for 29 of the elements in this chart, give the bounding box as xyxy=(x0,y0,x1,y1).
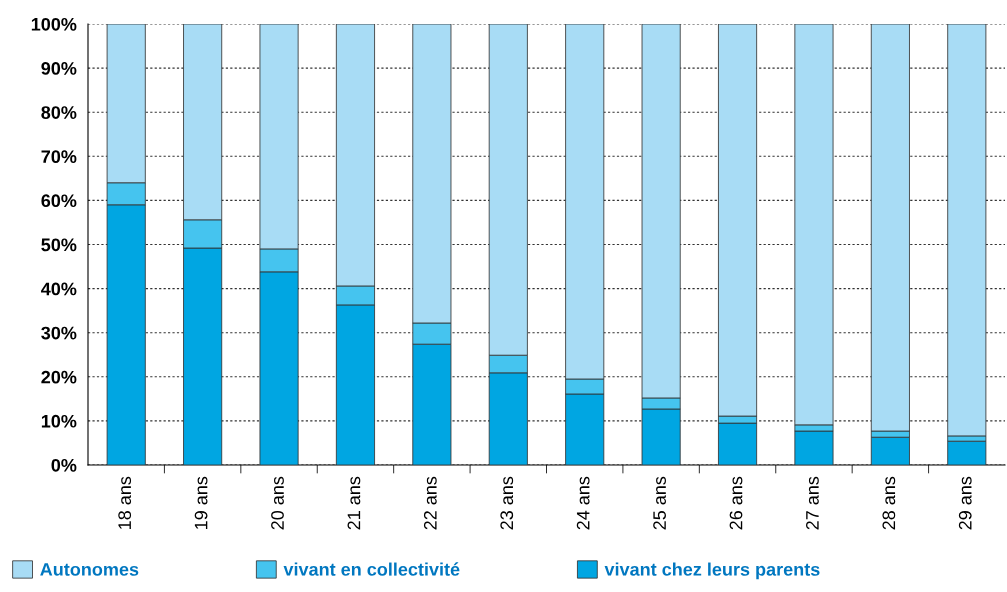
x-tick-label: 19 ans xyxy=(194,476,208,529)
y-tick-label: 60% xyxy=(41,194,77,208)
y-tick-label: 40% xyxy=(41,282,77,296)
x-tick-label: 20 ans xyxy=(271,476,284,530)
y-tick-label: 30% xyxy=(41,326,77,340)
legend-label: vivant chez leurs parents xyxy=(604,562,820,580)
legend-label: Autonomes xyxy=(40,563,139,576)
x-tick-label: 27 ans xyxy=(806,476,819,530)
x-tick-label: 18 ans xyxy=(118,476,132,529)
x-tick-label: 23 ans xyxy=(500,476,514,530)
bar xyxy=(947,440,987,465)
y-tick-label: 50% xyxy=(41,238,77,252)
x-tick-label: 28 ans xyxy=(882,476,896,530)
y-tick-label: 90% xyxy=(41,62,77,75)
y-tick-label: 80% xyxy=(41,106,77,119)
y-tick-label: 20% xyxy=(41,370,77,384)
bar xyxy=(794,430,834,465)
y-tick-label: 100% xyxy=(31,17,77,31)
x-tick-label: 26 ans xyxy=(729,476,743,530)
x-tick-label: 21 ans xyxy=(347,476,361,530)
y-tick-label: 70% xyxy=(41,150,77,164)
y-tick-label: 0% xyxy=(51,458,77,472)
legend-label: vivant en collectivité xyxy=(283,562,460,576)
y-tick-label: 10% xyxy=(41,414,77,428)
x-tick-label: 24 ans xyxy=(576,476,590,530)
bar xyxy=(870,436,910,465)
x-tick-label: 25 ans xyxy=(653,476,666,530)
x-tick-label: 29 ans xyxy=(958,476,972,530)
x-tick-label: 22 ans xyxy=(423,476,437,530)
